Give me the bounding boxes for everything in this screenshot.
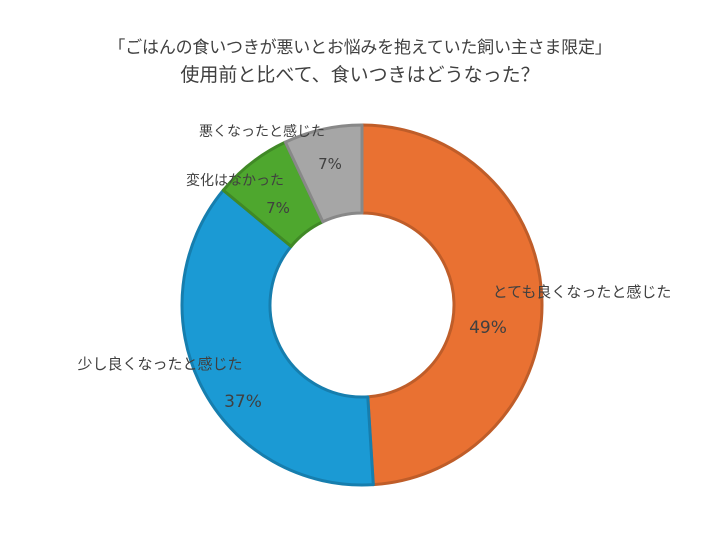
slice-category-label-3: 変化はなかった (186, 172, 284, 189)
slice-value-label-2: 37% (224, 392, 262, 412)
donut-slice-1 (360, 123, 544, 487)
chart-title-line2: 使用前と比べて、食いつきはどうなった？ (180, 64, 540, 86)
donut-slice-4 (283, 123, 364, 224)
slice-value-label-4: 7% (318, 155, 342, 173)
slice-value-label-3: 7% (266, 199, 290, 217)
slice-value-label-1: 49% (469, 318, 507, 338)
chart-title: 「ごはんの食いつきが悪いとお悩みを抱えていた飼い主さま限定」 使用前と比べて、食… (0, 36, 720, 89)
slice-category-label-2: 少し良くなったと感じた (77, 355, 242, 373)
slice-category-label-1: とても良くなったと感じた (493, 283, 672, 301)
donut-slice-2 (180, 188, 375, 487)
slice-category-label-4: 悪くなったと感じた (199, 123, 325, 140)
chart-title-line1: 「ごはんの食いつきが悪いとお悩みを抱えていた飼い主さま限定」 (108, 38, 612, 58)
